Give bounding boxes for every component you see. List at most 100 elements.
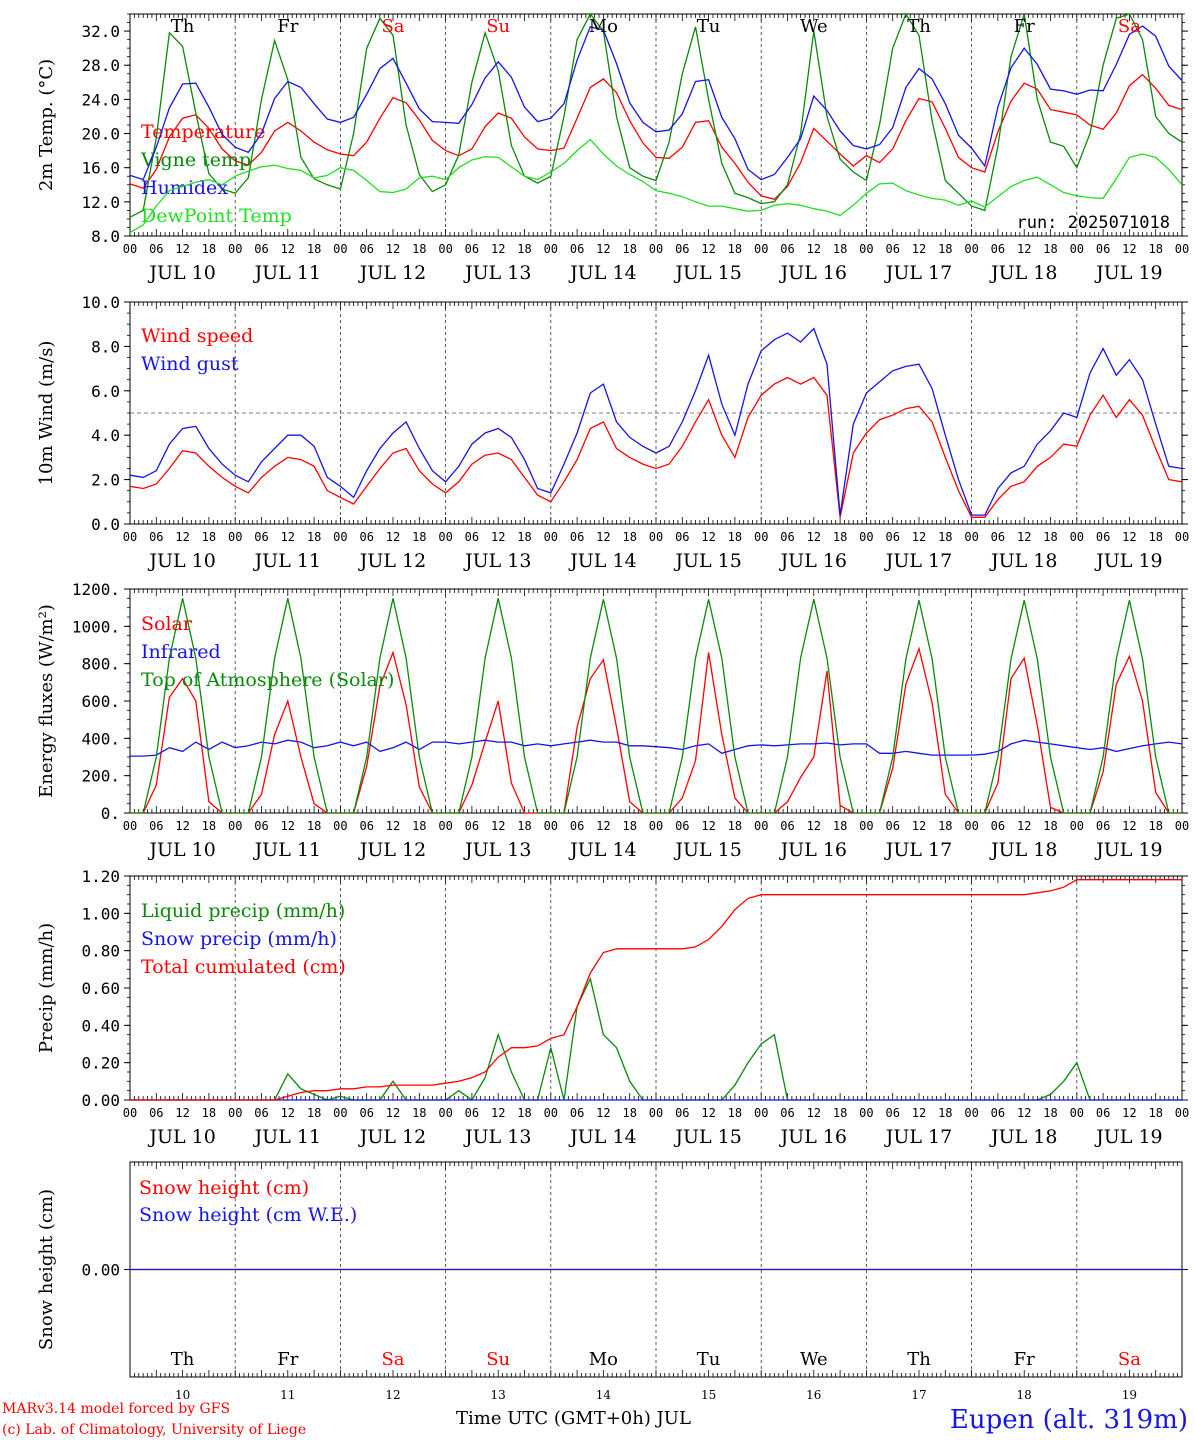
y-tick-label: 0.00 bbox=[81, 1261, 120, 1280]
day-of-week-label: Th bbox=[907, 1349, 931, 1370]
x-hour-label: 18 bbox=[1043, 819, 1057, 833]
day-of-week-label: Sa bbox=[381, 16, 404, 37]
x-date-label: JUL 15 bbox=[673, 839, 741, 861]
x-hour-label: 12 bbox=[175, 1106, 189, 1120]
x-date-label: JUL 18 bbox=[989, 1126, 1057, 1148]
x-hour-label: 06 bbox=[254, 819, 268, 833]
x-date-label: JUL 11 bbox=[253, 839, 321, 861]
day-of-week-label: Fr bbox=[277, 1349, 298, 1370]
y-tick-label: 1.00 bbox=[81, 904, 120, 923]
x-hour-label: 18 bbox=[1148, 242, 1162, 256]
x-hour-label: 18 bbox=[622, 819, 636, 833]
x-hour-label: 06 bbox=[885, 530, 899, 544]
day-of-week-label: Sa bbox=[381, 1349, 404, 1370]
x-date-label: JUL 11 bbox=[253, 262, 321, 284]
x-day-number-label: 12 bbox=[385, 1388, 400, 1402]
x-hour-label: 12 bbox=[175, 819, 189, 833]
x-hour-label: 18 bbox=[728, 530, 742, 544]
x-hour-label: 06 bbox=[675, 1106, 689, 1120]
x-date-label: JUL 11 bbox=[253, 1126, 321, 1148]
y-tick-label: 8.0 bbox=[91, 227, 120, 246]
x-date-label: JUL 19 bbox=[1094, 262, 1162, 284]
x-hour-label: 06 bbox=[991, 242, 1005, 256]
x-hour-label: 00 bbox=[1070, 1106, 1084, 1120]
x-day-number-label: 13 bbox=[491, 1388, 506, 1402]
x-hour-label: 12 bbox=[491, 530, 505, 544]
x-date-label: JUL 14 bbox=[568, 839, 636, 861]
day-of-week-label: Su bbox=[486, 1349, 510, 1370]
series-line-infrared bbox=[130, 739, 1183, 757]
x-hour-label: 06 bbox=[570, 819, 584, 833]
legend-entry: Snow height (cm) bbox=[139, 1177, 309, 1199]
x-hour-label: 12 bbox=[1017, 1106, 1031, 1120]
x-hour-label: 12 bbox=[281, 242, 295, 256]
x-hour-label: 06 bbox=[1096, 530, 1110, 544]
x-hour-label: 06 bbox=[465, 530, 479, 544]
x-date-label: JUL 10 bbox=[147, 262, 215, 284]
x-hour-label: 06 bbox=[780, 1106, 794, 1120]
x-hour-label: 12 bbox=[281, 819, 295, 833]
x-hour-label: 06 bbox=[570, 530, 584, 544]
x-hour-label: 12 bbox=[1017, 819, 1031, 833]
x-hour-label: 12 bbox=[701, 242, 715, 256]
x-hour-label: 06 bbox=[1096, 242, 1110, 256]
y-tick-label: 200. bbox=[81, 767, 120, 786]
x-hour-label: 12 bbox=[701, 819, 715, 833]
x-date-label: JUL 14 bbox=[568, 1126, 636, 1148]
x-date-label: JUL 13 bbox=[463, 262, 531, 284]
series-line-temperature bbox=[129, 73, 1183, 201]
x-hour-label: 00 bbox=[228, 530, 242, 544]
x-hour-label: 18 bbox=[412, 1106, 426, 1120]
x-hour-label: 06 bbox=[991, 819, 1005, 833]
x-hour-label: 00 bbox=[123, 242, 137, 256]
x-hour-label: 00 bbox=[859, 819, 873, 833]
x-hour-label: 00 bbox=[754, 819, 768, 833]
legend-entry: Total cumulated (cm) bbox=[141, 956, 346, 978]
day-of-week-label: Mo bbox=[589, 1349, 618, 1370]
x-hour-label: 00 bbox=[649, 819, 663, 833]
x-hour-label: 12 bbox=[491, 1106, 505, 1120]
x-hour-label: 06 bbox=[885, 242, 899, 256]
x-hour-label: 00 bbox=[544, 530, 558, 544]
panel-1: 8.0 12.0 16.0 20.0 24.0 28.0 32.0 2m Temp. (°C)… bbox=[36, 12, 1189, 284]
series-line-wind-gust bbox=[129, 327, 1183, 516]
x-hour-label: 12 bbox=[596, 819, 610, 833]
x-hour-label: 00 bbox=[544, 819, 558, 833]
x-hour-label: 00 bbox=[228, 242, 242, 256]
x-hour-label: 18 bbox=[307, 530, 321, 544]
y-tick-label: 600. bbox=[81, 692, 120, 711]
x-hour-label: 18 bbox=[517, 819, 531, 833]
x-hour-label: 06 bbox=[780, 530, 794, 544]
y-tick-label: 400. bbox=[81, 729, 120, 748]
x-date-label: JUL 13 bbox=[463, 1126, 531, 1148]
x-hour-label: 18 bbox=[728, 242, 742, 256]
x-hour-label: 18 bbox=[938, 819, 952, 833]
x-date-label: JUL 12 bbox=[358, 1126, 426, 1148]
y-tick-label: 10.0 bbox=[81, 293, 120, 312]
x-hour-label: 00 bbox=[438, 819, 452, 833]
x-hour-label: 18 bbox=[1043, 530, 1057, 544]
x-hour-label: 18 bbox=[202, 819, 216, 833]
x-hour-label: 18 bbox=[622, 242, 636, 256]
panel-5: 0.00 Snow height (cm) Snow height (cm) Snow… bbox=[36, 1161, 1188, 1402]
day-of-week-label: Su bbox=[486, 16, 510, 37]
x-date-label: JUL 16 bbox=[779, 839, 847, 861]
x-hour-label: 00 bbox=[1070, 242, 1084, 256]
x-day-number-label: 15 bbox=[701, 1388, 716, 1402]
x-date-label: JUL 17 bbox=[884, 262, 952, 284]
day-of-week-label: We bbox=[800, 16, 828, 37]
x-hour-label: 18 bbox=[833, 819, 847, 833]
x-hour-label: 06 bbox=[780, 819, 794, 833]
x-hour-label: 00 bbox=[964, 819, 978, 833]
x-hour-label: 18 bbox=[202, 1106, 216, 1120]
x-date-label: JUL 16 bbox=[779, 1126, 847, 1148]
x-hour-label: 18 bbox=[307, 819, 321, 833]
x-hour-label: 00 bbox=[438, 1106, 452, 1120]
x-hour-label: 06 bbox=[359, 242, 373, 256]
legend-entry: Temperature bbox=[141, 121, 265, 143]
x-hour-label: 00 bbox=[1175, 530, 1189, 544]
x-hour-label: 00 bbox=[754, 1106, 768, 1120]
x-axis-label: Time UTC (GMT+0h) JUL bbox=[456, 1408, 691, 1429]
y-tick-label: 0. bbox=[101, 804, 120, 823]
